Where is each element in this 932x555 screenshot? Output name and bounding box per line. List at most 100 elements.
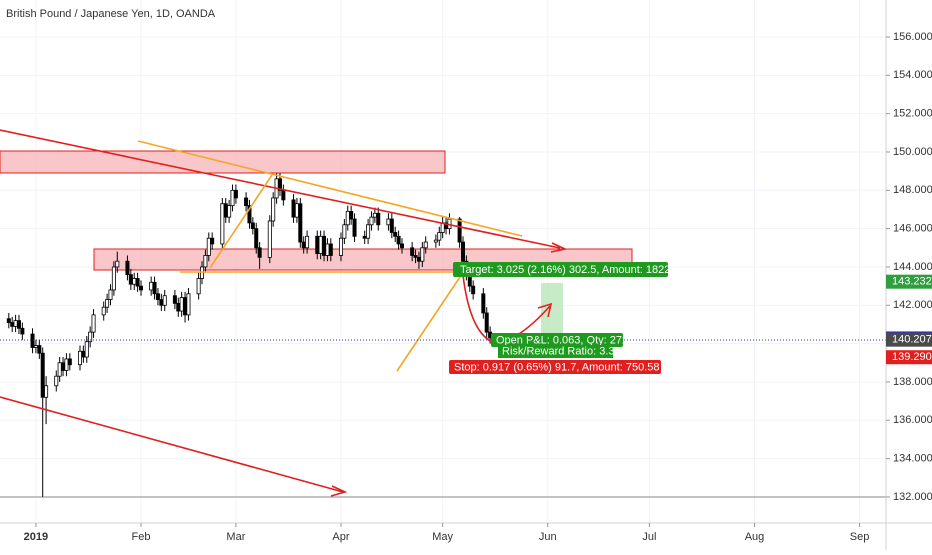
candle-body — [206, 237, 211, 256]
y-tick-label: 154.000 — [893, 69, 932, 81]
candle-body — [172, 295, 177, 304]
candle-body — [294, 203, 299, 218]
candle-body — [372, 212, 377, 218]
y-tick-label: 156.000 — [893, 31, 932, 43]
candle-body — [250, 222, 255, 230]
price-tag — [886, 332, 932, 347]
candle-body — [244, 197, 249, 207]
candle-body — [233, 189, 238, 199]
candle-body — [33, 345, 38, 348]
x-tick-label: 2019 — [24, 531, 48, 543]
candle-body — [61, 362, 66, 371]
candle-body — [328, 243, 333, 256]
price-tag — [886, 274, 932, 289]
candle-body — [247, 205, 252, 224]
chart-title: British Pound / Japanese Yen, 1D, OANDA — [6, 8, 216, 20]
stop-label: Stop: 0.917 (0.65%) 91.7, Amount: 750.58 — [454, 361, 659, 373]
x-tick-label: Jun — [539, 531, 557, 543]
candle-body — [471, 285, 476, 295]
candle-body — [366, 224, 371, 239]
stop-box — [449, 360, 661, 374]
candle-body — [437, 232, 442, 241]
y-tick-label: 142.000 — [893, 299, 932, 311]
candle-body — [64, 358, 69, 371]
candle-body — [149, 281, 154, 291]
candle-body — [325, 243, 330, 256]
candle-body — [84, 341, 89, 358]
trend-line — [396, 267, 467, 372]
candle-body — [176, 302, 181, 312]
candle-body — [16, 320, 21, 329]
candle-body — [413, 255, 418, 258]
candle-body — [484, 312, 489, 333]
candle-body — [389, 218, 394, 233]
x-tick-label: Jul — [642, 531, 656, 543]
candle-body — [305, 235, 310, 249]
candle-body — [108, 289, 113, 300]
candle-body — [410, 247, 415, 256]
candle-body — [322, 235, 327, 256]
candle-body — [159, 299, 164, 306]
candle-body — [223, 203, 228, 218]
ratio-label: Risk/Reward Ratio: 3.3 — [502, 345, 615, 357]
candle-body — [369, 216, 374, 226]
candle-body — [162, 295, 167, 306]
candle-body — [77, 350, 82, 366]
candle-body — [196, 278, 201, 295]
candle-body — [57, 362, 62, 377]
candle-body — [420, 247, 425, 262]
candle-body — [460, 241, 465, 262]
candle-body — [376, 212, 381, 226]
trend-line — [209, 174, 273, 269]
y-tick-label: 152.000 — [893, 108, 932, 120]
candle-body — [152, 281, 157, 295]
candle-body — [349, 210, 354, 220]
candle-body — [179, 297, 184, 312]
x-tick-label: May — [432, 531, 453, 543]
candle-body — [433, 239, 438, 243]
candle-body — [230, 189, 235, 207]
candle-body — [203, 255, 208, 268]
candle-body — [81, 350, 86, 358]
x-tick-label: Sep — [850, 531, 870, 543]
y-tick-label: 150.000 — [893, 146, 932, 158]
candle-body — [298, 203, 303, 243]
candles — [6, 173, 493, 497]
price-tag-label: 140.207 — [892, 334, 932, 346]
candle-body — [457, 218, 462, 243]
candle-body — [67, 358, 72, 366]
candle-body — [54, 375, 59, 387]
trend-line — [0, 396, 344, 493]
candle-body — [291, 199, 296, 218]
candle-body — [254, 228, 259, 249]
candle-body — [91, 314, 96, 333]
x-tick-label: Mar — [226, 531, 245, 543]
trend-line — [0, 129, 561, 249]
candle-body — [186, 293, 191, 316]
candle-body — [111, 266, 116, 291]
candle-body — [423, 241, 428, 249]
x-tick-label: Aug — [745, 531, 765, 543]
candle-body — [386, 218, 391, 226]
candle-body — [88, 331, 93, 343]
candle-body — [101, 306, 106, 316]
y-tick-label: 134.000 — [893, 453, 932, 465]
candle-body — [393, 232, 398, 237]
candle-body — [315, 235, 320, 254]
candle-body — [115, 260, 120, 268]
candle-body — [183, 297, 188, 316]
candle-body — [210, 237, 215, 245]
candle-body — [132, 278, 137, 285]
candle-body — [271, 197, 276, 222]
candle-body — [338, 237, 343, 256]
candle-body — [352, 218, 357, 237]
candle-body — [481, 293, 486, 314]
price-tag-label: 143.232 — [892, 276, 932, 288]
candle-body — [6, 318, 11, 323]
candle-body — [301, 241, 306, 249]
arrow-head — [537, 302, 553, 318]
candle-body — [13, 320, 18, 327]
candle-body — [139, 285, 144, 291]
